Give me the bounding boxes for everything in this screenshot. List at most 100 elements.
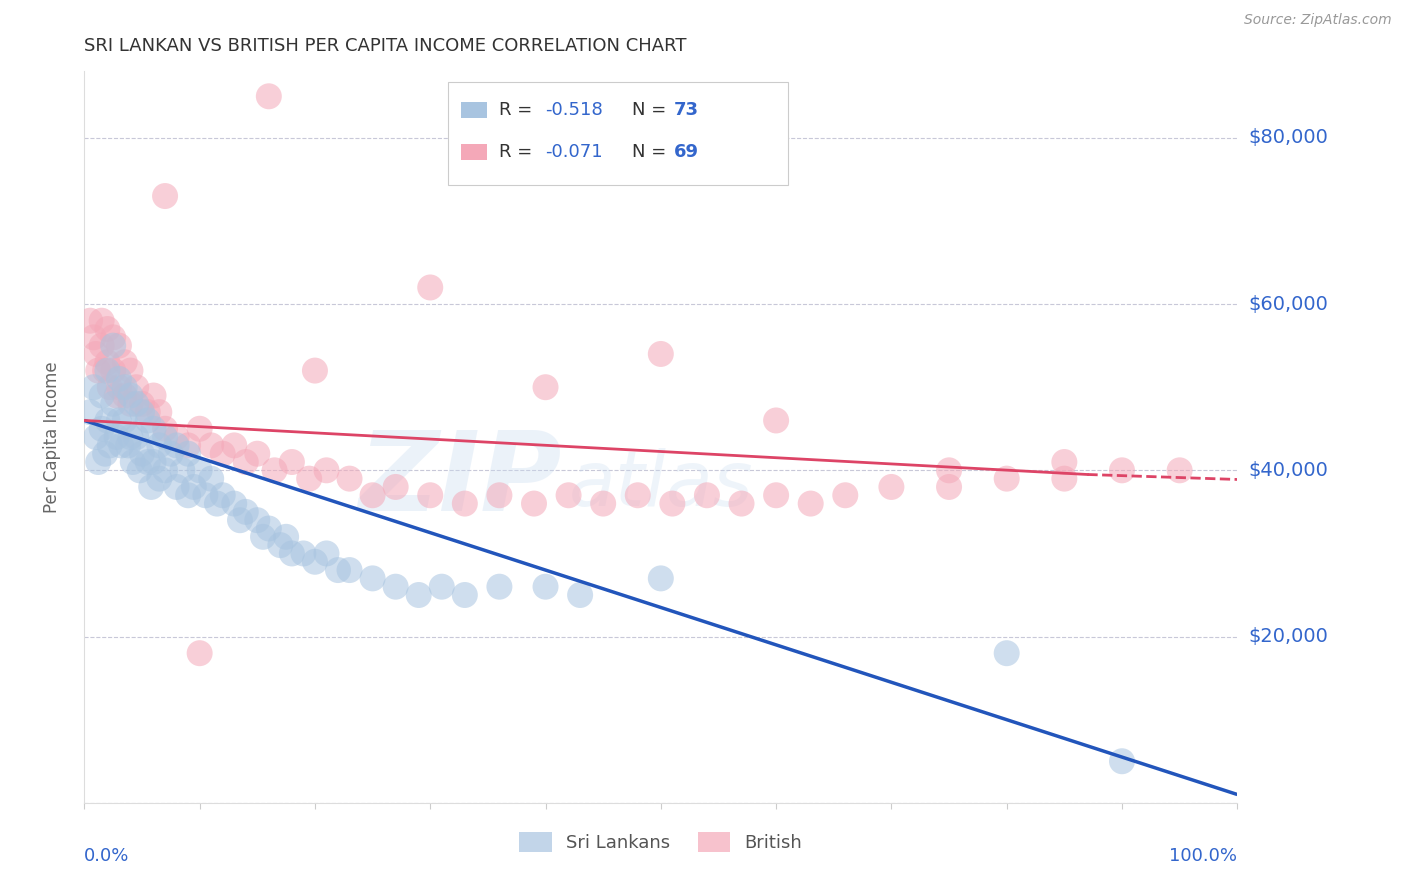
Point <box>1168 463 1191 477</box>
Point <box>384 580 406 594</box>
Point <box>177 447 200 461</box>
Legend: Sri Lankans, British: Sri Lankans, British <box>512 824 810 860</box>
Point <box>117 438 139 452</box>
Text: 69: 69 <box>673 143 699 161</box>
Point <box>488 580 510 594</box>
Point <box>108 413 131 427</box>
Point <box>1111 463 1133 477</box>
Point <box>136 405 159 419</box>
Point <box>235 455 257 469</box>
Point <box>148 438 170 452</box>
Point <box>131 405 153 419</box>
Point <box>534 380 557 394</box>
Point <box>257 89 280 103</box>
Point <box>141 480 163 494</box>
Point <box>188 463 211 477</box>
Point <box>224 497 246 511</box>
Point <box>153 422 176 436</box>
Point <box>650 347 672 361</box>
Point <box>304 555 326 569</box>
Point <box>298 472 321 486</box>
Point <box>153 189 176 203</box>
Point <box>419 488 441 502</box>
Point <box>177 438 200 452</box>
Point <box>339 472 361 486</box>
Point <box>995 646 1018 660</box>
Point <box>131 447 153 461</box>
Text: -0.518: -0.518 <box>546 101 603 120</box>
Y-axis label: Per Capita Income: Per Capita Income <box>42 361 60 513</box>
Point <box>224 438 246 452</box>
Point <box>79 405 101 419</box>
Point <box>98 380 121 394</box>
Point <box>90 422 112 436</box>
Point <box>200 438 222 452</box>
Point <box>142 422 165 436</box>
Point <box>96 355 118 369</box>
Point <box>114 380 136 394</box>
Point <box>454 588 477 602</box>
Point <box>339 563 361 577</box>
Point <box>125 380 148 394</box>
Point <box>938 480 960 494</box>
Point <box>257 521 280 535</box>
Text: $20,000: $20,000 <box>1249 627 1329 646</box>
Point <box>315 463 337 477</box>
Point <box>166 438 188 452</box>
Point <box>90 338 112 352</box>
Point <box>120 388 142 402</box>
Point <box>96 363 118 377</box>
Point <box>627 488 650 502</box>
Point <box>125 430 148 444</box>
Point <box>361 571 384 585</box>
Text: atlas: atlas <box>568 448 754 522</box>
Point <box>148 472 170 486</box>
Point <box>315 546 337 560</box>
Point <box>172 463 194 477</box>
Point <box>408 588 430 602</box>
Point <box>105 430 128 444</box>
Point <box>79 314 101 328</box>
Point <box>120 397 142 411</box>
Text: SRI LANKAN VS BRITISH PER CAPITA INCOME CORRELATION CHART: SRI LANKAN VS BRITISH PER CAPITA INCOME … <box>84 37 688 54</box>
Point <box>269 538 291 552</box>
Point <box>384 480 406 494</box>
Text: R =: R = <box>499 143 538 161</box>
Point <box>419 280 441 294</box>
Point <box>281 455 304 469</box>
Text: Source: ZipAtlas.com: Source: ZipAtlas.com <box>1244 13 1392 28</box>
Point <box>229 513 252 527</box>
Text: N =: N = <box>633 143 672 161</box>
Point <box>1111 754 1133 768</box>
Point <box>205 497 228 511</box>
Point <box>326 563 349 577</box>
Point <box>110 438 132 452</box>
Point <box>94 363 117 377</box>
Point <box>103 338 124 352</box>
Point <box>592 497 614 511</box>
Point <box>696 488 718 502</box>
Point <box>142 455 165 469</box>
Point <box>454 497 477 511</box>
Point <box>188 422 211 436</box>
Point <box>114 388 136 402</box>
Point <box>90 388 112 402</box>
FancyBboxPatch shape <box>461 144 486 160</box>
Point <box>650 571 672 585</box>
Point <box>765 488 787 502</box>
Point <box>200 472 222 486</box>
Point <box>105 388 128 402</box>
Point <box>166 430 188 444</box>
Point <box>183 480 205 494</box>
Point <box>153 430 176 444</box>
Point <box>142 388 165 402</box>
Point <box>430 580 453 594</box>
Point <box>83 380 105 394</box>
Text: 73: 73 <box>673 101 699 120</box>
FancyBboxPatch shape <box>447 82 787 185</box>
Point <box>177 488 200 502</box>
Point <box>103 330 124 344</box>
Point <box>880 480 903 494</box>
Point <box>84 430 107 444</box>
Point <box>765 413 787 427</box>
